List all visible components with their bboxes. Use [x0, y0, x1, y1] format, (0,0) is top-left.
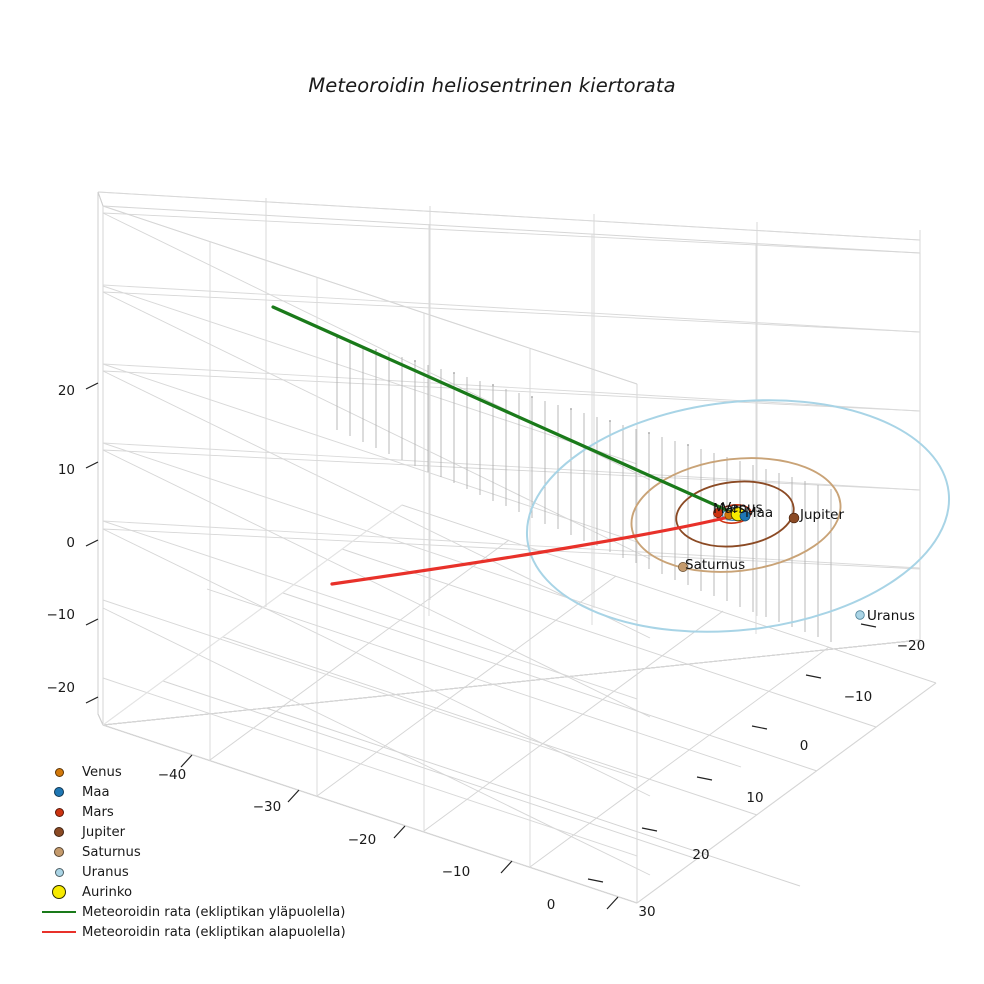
y-tick-label: 10: [746, 790, 764, 806]
legend-item-meteoroid-above[interactable]: Meteoroidin rata (ekliptikan yläpuolella…: [38, 902, 345, 922]
legend-line-meteoroid-above: [38, 911, 80, 913]
y-tick-label: −20: [896, 638, 926, 654]
legend-item-jupiter[interactable]: Jupiter: [38, 822, 338, 842]
meteoroid-stem-heads: [336, 337, 689, 446]
legend-marker-aurinko: [38, 885, 80, 899]
orbit-saturnus: [630, 457, 842, 573]
planet-markers: [678, 506, 865, 620]
y-tick-label: −10: [843, 689, 873, 705]
z-tick-label: −20: [46, 680, 76, 696]
meteoroid-stems: [336, 338, 832, 642]
legend-label-jupiter: Jupiter: [82, 824, 125, 840]
legend-marker-maa: [38, 787, 80, 797]
legend: Venus Maa Mars Jupiter Saturnus: [38, 762, 346, 942]
marker-saturnus: [678, 562, 688, 572]
legend-item-maa[interactable]: Maa: [38, 782, 338, 802]
legend-label-mars: Mars: [82, 804, 114, 820]
legend-item-venus[interactable]: Venus: [38, 762, 338, 782]
back-wall-grid: [102, 198, 921, 640]
legend-marker-venus: [38, 767, 80, 777]
label-jupiter: Jupiter: [800, 507, 845, 523]
left-wall: [102, 205, 638, 857]
legend-marker-mars: [38, 807, 80, 817]
y-tick-label: 0: [799, 738, 809, 754]
legend-label-meteoroid-above: Meteoroidin rata (ekliptikan yläpuolella…: [82, 904, 346, 920]
marker-mars: [713, 508, 723, 518]
legend-marker-uranus: [38, 867, 80, 877]
meteoroid-path-above: [271, 305, 735, 515]
z-tick-label: −10: [46, 607, 76, 623]
x-tick-label: 0: [546, 897, 556, 913]
legend-item-uranus[interactable]: Uranus: [38, 862, 338, 882]
legend-item-saturnus[interactable]: Saturnus: [38, 842, 338, 862]
y-tick-label: 20: [692, 847, 710, 863]
legend-label-venus: Venus: [82, 764, 122, 780]
legend-marker-jupiter: [38, 827, 80, 837]
chart-title: Meteoroidin heliosentrinen kiertorata: [308, 74, 676, 97]
backwall-zgrid: [102, 284, 921, 569]
z-tick-label: 0: [66, 535, 75, 551]
legend-item-aurinko[interactable]: Aurinko: [38, 882, 338, 902]
x-tick-label: −30: [252, 799, 282, 815]
legend-label-uranus: Uranus: [82, 864, 129, 880]
tick-marks: [85, 382, 877, 910]
z-tick-label: 10: [57, 462, 75, 478]
legend-label-aurinko: Aurinko: [82, 884, 133, 900]
marker-maa: [739, 510, 751, 522]
plot-grid: [102, 639, 921, 726]
meteoroid-path-below: [330, 514, 735, 586]
legend-marker-saturnus: [38, 847, 80, 857]
x-tick-label: −10: [441, 864, 471, 880]
label-saturnus: Saturnus: [685, 557, 746, 573]
label-uranus: Uranus: [867, 608, 915, 624]
legend-item-meteoroid-below[interactable]: Meteoroidin rata (ekliptikan alapuolella…: [38, 922, 346, 942]
label-mars: Mars: [713, 501, 746, 517]
x-tick-label: −20: [347, 832, 377, 848]
legend-label-meteoroid-below: Meteoroidin rata (ekliptikan alapuolella…: [82, 924, 346, 940]
legend-item-mars[interactable]: Mars: [38, 802, 338, 822]
axes-panes: [97, 191, 921, 726]
legend-label-maa: Maa: [82, 784, 110, 800]
leftwall-ygrid: [209, 242, 531, 868]
label-venus: Venus: [722, 500, 763, 516]
z-tick-label: 20: [57, 383, 75, 399]
back-wall-plane: [97, 191, 921, 640]
orbit-uranus: [525, 399, 951, 633]
y-tick-label: 30: [638, 904, 656, 920]
x-tick-label: −40: [157, 767, 187, 783]
marker-jupiter: [788, 512, 800, 524]
orbit-jupiter: [675, 480, 795, 548]
label-maa: Maa: [745, 505, 774, 521]
legend-line-meteoroid-below: [38, 931, 80, 933]
legend-label-saturnus: Saturnus: [82, 844, 141, 860]
marker-uranus: [855, 610, 865, 620]
